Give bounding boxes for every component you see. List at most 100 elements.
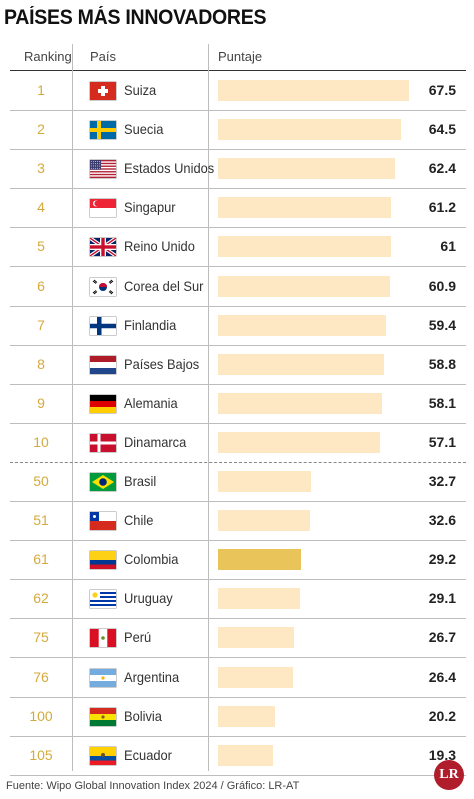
rank-label: 2 xyxy=(37,121,45,138)
score-label: 20.2 xyxy=(428,707,456,724)
table-row: 3 Estados Unidos 62.4 xyxy=(10,149,466,190)
score-label: 57.1 xyxy=(428,433,456,450)
score-label: 60.9 xyxy=(428,277,456,294)
rank-label: 9 xyxy=(37,394,45,411)
score-bar xyxy=(218,627,294,649)
rank-label: 105 xyxy=(29,746,53,763)
germany-flag-icon xyxy=(90,394,116,413)
score-bar xyxy=(218,744,273,766)
score-label: 32.6 xyxy=(428,512,456,529)
table-row: 76 Argentina 26.4 xyxy=(10,658,466,698)
lr-logo: LR xyxy=(434,760,464,790)
denmark-flag-icon xyxy=(90,433,116,452)
country-label: Perú xyxy=(124,629,152,646)
rank-label: 6 xyxy=(37,277,45,294)
column-divider xyxy=(72,44,73,771)
rank-label: 10 xyxy=(33,433,49,450)
score-bar xyxy=(218,510,311,532)
usa-flag-icon xyxy=(90,160,116,179)
colombia-flag-icon xyxy=(90,551,116,570)
score-bar xyxy=(218,236,391,258)
score-bar xyxy=(218,158,395,180)
score-bar xyxy=(218,549,301,571)
country-label: Singapur xyxy=(124,199,176,216)
score-label: 67.5 xyxy=(428,82,456,98)
score-bar xyxy=(218,314,387,336)
score-bar xyxy=(218,705,276,727)
country-label: Bolivia xyxy=(124,707,162,724)
score-bar xyxy=(218,666,293,688)
table-row: 10 Dinamarca 57.1 xyxy=(10,423,466,463)
table-row: 5 Reino Unido 61 xyxy=(10,227,466,268)
rank-label: 76 xyxy=(33,668,49,685)
score-label: 29.1 xyxy=(428,590,456,607)
score-label: 29.2 xyxy=(428,551,456,568)
table-row: 2 Suecia 64.5 xyxy=(10,110,466,151)
chart-title: PAÍSES MÁS INNOVADORES xyxy=(4,6,267,29)
rank-label: 4 xyxy=(37,199,45,216)
score-bar xyxy=(218,119,401,141)
score-bar xyxy=(218,275,391,297)
score-label: 26.4 xyxy=(428,668,456,685)
argentina-flag-icon xyxy=(90,668,116,687)
table-row: 61 Colombia 29.2 xyxy=(10,540,466,581)
finland-flag-icon xyxy=(90,316,116,335)
uruguay-flag-icon xyxy=(90,590,116,609)
source-note: Fuente: Wipo Global Innovation Index 202… xyxy=(6,780,300,792)
country-label: Suecia xyxy=(124,121,164,138)
bolivia-flag-icon xyxy=(90,707,116,726)
country-label: Corea del Sur xyxy=(124,277,204,294)
country-label: Chile xyxy=(124,512,154,529)
header-ranking: Ranking xyxy=(24,49,72,64)
table-row: 51 Chile 32.6 xyxy=(10,501,466,542)
rank-label: 62 xyxy=(33,590,49,607)
country-label: Suiza xyxy=(124,82,157,98)
table-header: Ranking País Puntaje xyxy=(0,47,474,69)
score-bar xyxy=(218,431,380,453)
table-row: 1 Suiza 67.5 xyxy=(10,71,466,111)
score-label: 58.8 xyxy=(428,355,456,372)
rank-label: 50 xyxy=(33,473,49,489)
score-label: 61 xyxy=(440,238,456,255)
table-row: 100 Bolivia 20.2 xyxy=(10,697,466,737)
score-bar xyxy=(218,471,311,492)
uk-flag-icon xyxy=(90,238,116,257)
chile-flag-icon xyxy=(90,512,116,531)
header-puntaje: Puntaje xyxy=(218,49,263,64)
sweden-flag-icon xyxy=(90,121,116,140)
country-label: Finlandia xyxy=(124,316,177,333)
score-label: 58.1 xyxy=(428,394,456,411)
table-row: 75 Perú 26.7 xyxy=(10,618,466,659)
rank-label: 1 xyxy=(37,82,45,98)
score-bar xyxy=(218,588,301,610)
column-divider xyxy=(208,44,209,771)
score-label: 62.4 xyxy=(428,160,456,177)
korea-flag-icon xyxy=(90,277,116,296)
switzerland-flag-icon xyxy=(90,82,116,100)
country-label: Reino Unido xyxy=(124,238,195,255)
ecuador-flag-icon xyxy=(90,746,116,765)
table-row: 62 Uruguay 29.1 xyxy=(10,579,466,620)
singapore-flag-icon xyxy=(90,199,116,218)
rank-label: 8 xyxy=(37,355,45,372)
header-rule xyxy=(10,70,466,71)
peru-flag-icon xyxy=(90,629,116,648)
table-row: 7 Finlandia 59.4 xyxy=(10,306,466,346)
rank-label: 3 xyxy=(37,160,45,177)
score-bar xyxy=(218,80,409,101)
score-label: 59.4 xyxy=(428,316,456,333)
score-label: 19.3 xyxy=(428,746,456,763)
header-pais: País xyxy=(90,49,117,64)
rank-label: 75 xyxy=(33,629,49,646)
score-bar xyxy=(218,353,385,375)
country-label: Ecuador xyxy=(124,746,172,763)
score-label: 32.7 xyxy=(428,473,456,489)
country-label: Estados Unidos xyxy=(124,160,215,177)
score-label: 61.2 xyxy=(428,199,456,216)
rank-label: 61 xyxy=(33,551,49,568)
netherlands-flag-icon xyxy=(90,355,116,374)
country-label: Colombia xyxy=(124,551,179,568)
country-label: Argentina xyxy=(124,668,180,685)
rank-label: 51 xyxy=(33,512,49,529)
country-label: Brasil xyxy=(124,473,157,489)
